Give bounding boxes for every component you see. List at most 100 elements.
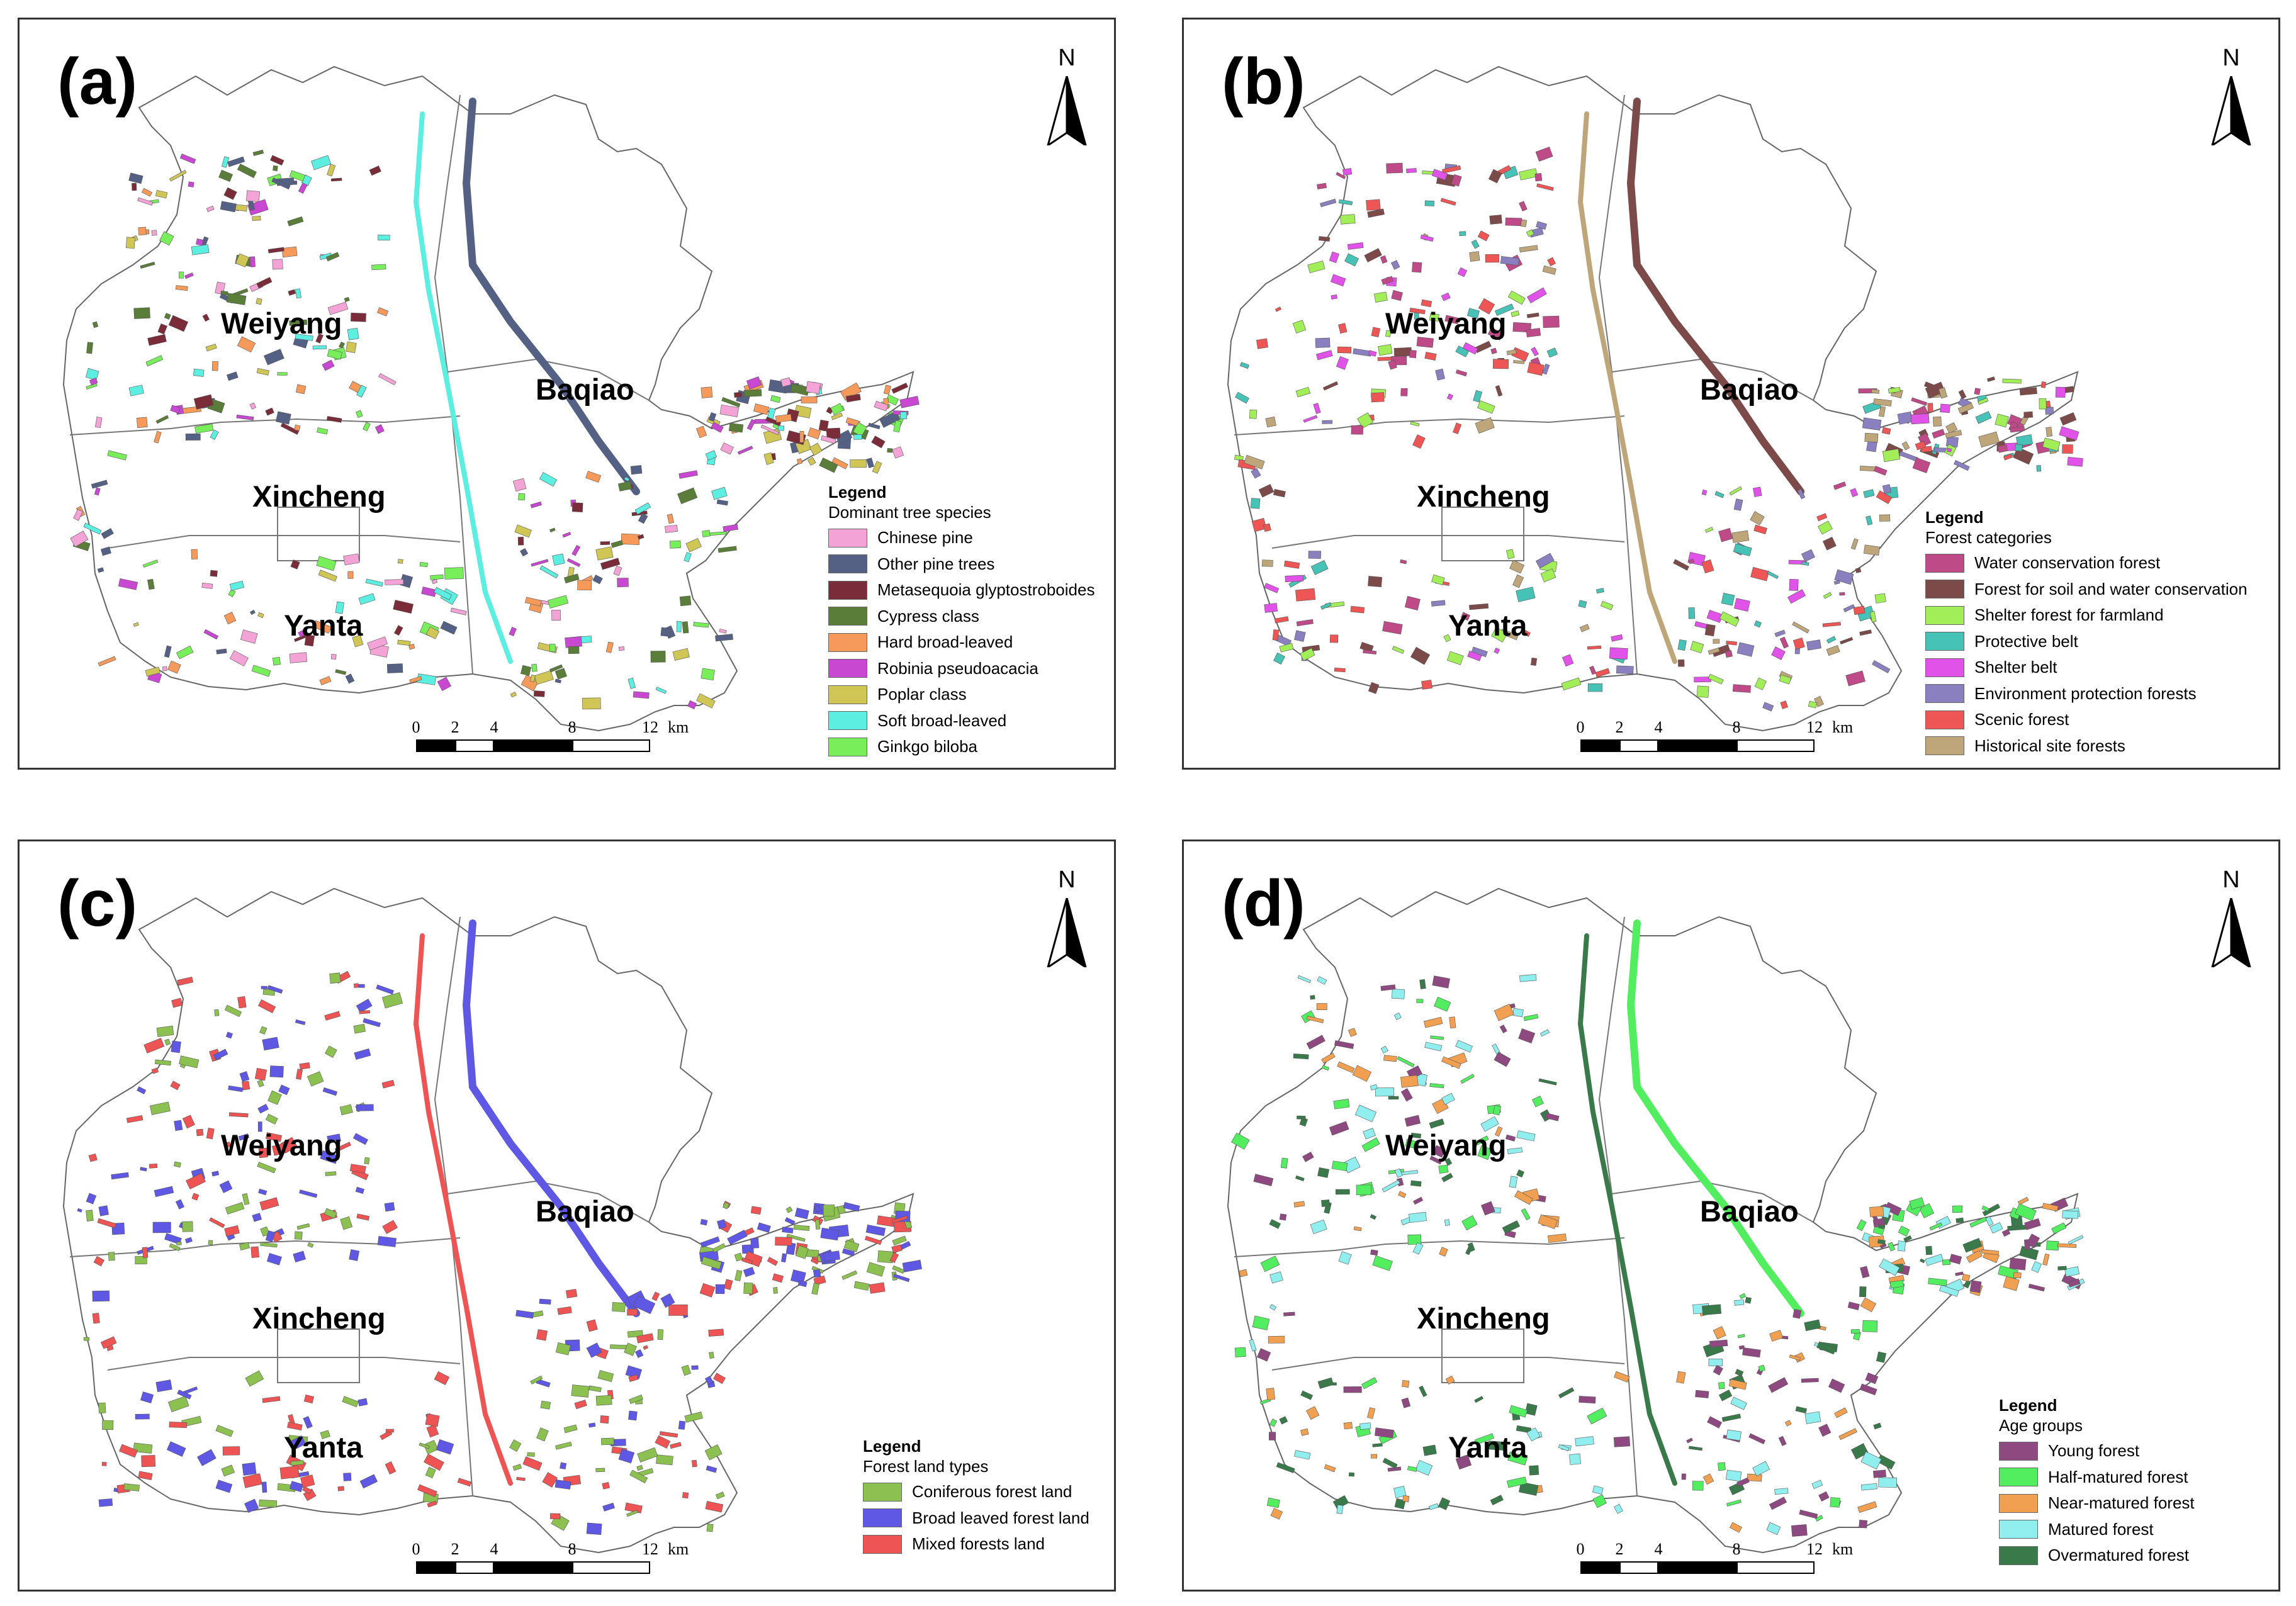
forest-patch <box>170 405 181 414</box>
forest-patch <box>1882 484 1892 494</box>
forest-patch <box>1543 315 1560 328</box>
legend-label: Robinia pseudoacacia <box>877 658 1038 678</box>
forest-patch <box>660 1293 675 1308</box>
legend-label: Forest for soil and water conservation <box>1974 579 2248 598</box>
forest-patch <box>1474 1396 1484 1403</box>
forest-patch <box>349 1164 366 1174</box>
forest-patch <box>238 1133 250 1141</box>
forest-patch <box>810 1257 819 1265</box>
forest-patch <box>874 400 889 412</box>
forest-patch <box>1449 1016 1456 1029</box>
legend-label: Shelter belt <box>1974 658 2057 677</box>
forest-patch <box>1587 1407 1607 1425</box>
forest-patch <box>1826 636 1837 644</box>
legend-swatch <box>1925 658 1964 677</box>
forest-patch <box>514 524 532 538</box>
forest-patch <box>1947 447 1952 452</box>
forest-patch <box>634 1349 644 1358</box>
forest-patch <box>1469 251 1480 262</box>
forest-patch <box>1678 659 1685 667</box>
forest-patch <box>1429 1155 1443 1165</box>
forest-patch <box>1375 1427 1394 1439</box>
forest-patch <box>1938 387 1948 399</box>
forest-patch <box>290 1460 304 1466</box>
forest-patch <box>385 1461 397 1474</box>
legend-swatch <box>828 580 867 600</box>
legend-item: Shelter belt <box>1925 654 2248 681</box>
forest-patch <box>293 1250 307 1263</box>
forest-patch <box>678 1420 686 1430</box>
forest-patch <box>716 499 729 506</box>
forest-patch <box>1611 634 1623 642</box>
forest-patch <box>1579 624 1590 632</box>
forest-patch <box>1876 490 1893 504</box>
scale-tick-label: 4 <box>1654 1540 1663 1558</box>
forest-patch <box>1488 169 1502 184</box>
district-label-yanta: Yanta <box>1448 609 1528 642</box>
forest-patch <box>650 651 666 663</box>
forest-patch <box>1524 1403 1538 1416</box>
forest-patch <box>378 234 390 241</box>
forest-patch <box>1750 566 1770 581</box>
panel-label: (a) <box>57 45 138 118</box>
forest-patch <box>2015 444 2023 452</box>
forest-patch <box>1925 1254 1944 1266</box>
forest-patch <box>351 312 366 322</box>
forest-patch <box>101 528 114 539</box>
forest-patch <box>727 1230 748 1245</box>
forest-patch <box>228 1112 249 1118</box>
riverside-forest-belt <box>462 98 640 495</box>
forest-patch <box>780 377 792 388</box>
forest-patch <box>741 1257 753 1265</box>
forest-patch <box>1834 1407 1848 1418</box>
forest-patch <box>85 368 99 381</box>
riverside-forest-belt <box>413 111 513 664</box>
forest-patch <box>554 1480 571 1490</box>
forest-patch <box>1480 1116 1499 1132</box>
forest-patch <box>1317 1167 1330 1178</box>
forest-patch <box>1850 488 1859 497</box>
forest-patch <box>227 371 239 381</box>
forest-patch <box>135 1255 147 1265</box>
forest-patch <box>809 442 823 456</box>
forest-patch <box>610 1344 628 1350</box>
forest-patch <box>272 656 281 666</box>
forest-patch <box>763 452 774 465</box>
forest-patch <box>1461 1215 1478 1231</box>
forest-patch <box>1526 1427 1541 1442</box>
forest-patch <box>600 1415 609 1424</box>
forest-patch <box>611 540 624 548</box>
forest-patch <box>393 625 403 636</box>
forest-patch <box>450 607 467 615</box>
forest-patch <box>88 1153 98 1162</box>
forest-patch <box>258 999 276 1013</box>
forest-patch <box>1780 700 1788 709</box>
forest-patch <box>1251 517 1267 532</box>
forest-patch <box>1787 589 1806 604</box>
forest-patch <box>1438 1497 1451 1510</box>
forest-patch <box>1511 310 1520 317</box>
forest-patch <box>1928 1278 1947 1286</box>
forest-patch <box>270 155 284 166</box>
forest-patch <box>1439 1247 1448 1257</box>
forest-patch <box>551 609 561 621</box>
forest-patch <box>1962 1238 1983 1253</box>
forest-patch <box>721 397 741 408</box>
forest-patch <box>1562 654 1574 667</box>
forest-patch <box>801 396 818 403</box>
district-division-line <box>447 1180 650 1223</box>
forest-patch <box>795 1245 809 1259</box>
forest-patch <box>1438 1164 1449 1174</box>
map-panel: (b) Weiyang Baqiao Xincheng Yanta N 0 2 4 8 12 km Le… <box>1182 18 2280 770</box>
forest-patch <box>850 459 867 468</box>
forest-patch <box>1969 1280 1982 1293</box>
forest-patch <box>1909 1197 1925 1210</box>
forest-patch <box>259 1197 279 1211</box>
forest-patch <box>327 1133 341 1144</box>
forest-patch <box>1343 1422 1353 1430</box>
legend-item: Chinese pine <box>828 525 1095 551</box>
forest-patch <box>1940 403 1950 413</box>
forest-patch <box>1833 580 1840 585</box>
forest-patch <box>737 446 753 455</box>
forest-patch <box>1416 999 1424 1003</box>
